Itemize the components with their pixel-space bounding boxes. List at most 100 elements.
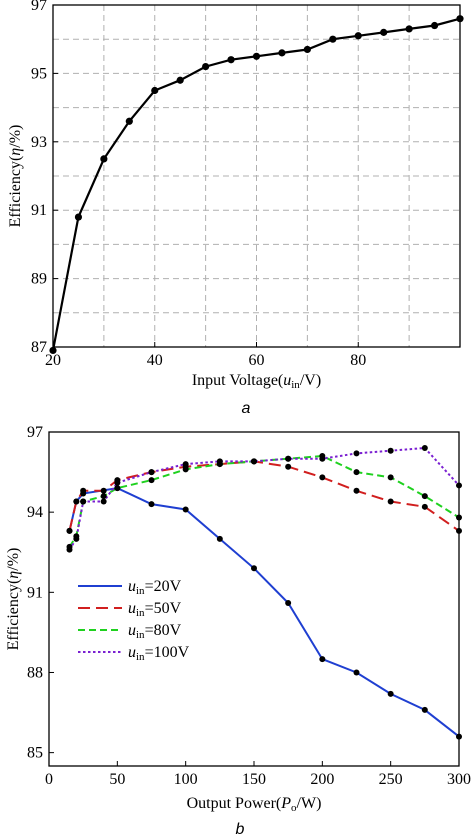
chart-b: 0 50 100 150 200 250 300 85 88 91 94 97 uin=20V uin=5… [5,424,471,838]
data-point [148,477,155,484]
data-point [456,733,462,740]
data-point [66,546,73,553]
data-point [100,155,108,163]
x-tick-label: 300 [447,771,471,788]
data-point [353,469,360,476]
y-tick-label: 91 [31,202,47,219]
legend: uin=20V uin=50V uin=80V uin=100V [78,578,190,663]
data-point [100,493,107,500]
data-point [456,527,462,534]
data-point [80,487,87,494]
legend-label: uin=50V [128,600,182,619]
data-point [278,49,286,57]
x-axis-label: Input Voltage(uin/V) [192,372,321,391]
data-point [100,498,107,505]
y-tick-label: 91 [27,584,43,601]
y-tick-label: 95 [31,65,47,82]
figure-caption-b: b [236,821,245,838]
data-point [329,35,337,43]
data-point [387,498,394,505]
data-point [421,503,428,510]
data-point [216,458,223,465]
data-point [353,669,360,676]
data-point [303,45,311,54]
data-point [227,56,235,64]
legend-label: uin=80V [128,622,182,641]
data-point [125,117,133,125]
legend-label: uin=20V [128,578,182,597]
data-point [421,493,428,500]
x-tick-label: 150 [242,771,266,788]
series-line-2 [68,454,460,548]
y-axis-label: Efficiency(η/%) [7,125,24,228]
data-point [216,535,223,542]
y-tick-label: 93 [31,134,47,151]
data-point [151,86,159,95]
data-point [74,213,83,221]
data-point [202,62,210,71]
data-point [285,600,292,607]
y-tick-label: 89 [31,271,47,288]
data-point [387,474,394,481]
data-point [353,450,360,457]
plot-frame [48,431,460,767]
y-tick-label: 94 [27,504,43,521]
x-tick-label: 0 [45,771,53,788]
data-point [421,445,428,452]
data-point [251,565,257,572]
data-point [49,346,57,355]
data-point [387,690,394,697]
x-tick-label: 250 [379,771,403,788]
data-point [182,506,189,513]
data-point [405,25,413,33]
y-tick-label: 97 [27,424,43,441]
series-line-0 [68,487,460,738]
data-point [353,487,360,494]
data-point [148,501,155,508]
data-point [148,469,155,476]
data-point [80,498,87,505]
data-point [430,21,439,30]
x-tick-label: 50 [109,771,125,788]
data-point [182,466,189,473]
data-point [319,455,326,462]
data-point [100,487,107,494]
data-point [456,514,462,521]
x-tick-label: 60 [249,352,265,369]
data-point [251,458,257,465]
x-tick-label: 100 [174,771,198,788]
x-axis-label: Output Power(Po/W) [187,795,322,814]
data-point [319,474,326,481]
data-point [354,32,362,40]
data-point [182,461,189,468]
y-tick-label: 85 [27,745,43,762]
data-point [114,479,121,486]
data-point [252,52,261,60]
x-tick-label: 40 [147,352,163,369]
figure-caption-a: a [242,400,251,417]
data-point [285,455,292,462]
x-tick-label: 80 [350,352,366,369]
y-axis-label: Efficiency(η/%) [5,548,22,651]
x-tick-label: 20 [45,352,61,369]
data-point [456,15,464,23]
data-point [73,535,80,542]
y-tick-label: 88 [27,664,43,681]
x-tick-label: 200 [310,771,334,788]
data-point [285,463,292,470]
data-point [66,527,73,534]
series-line-3 [68,446,460,551]
series-line-1 [68,460,460,532]
legend-label: uin=100V [128,644,190,663]
data-point [319,656,326,663]
data-point [456,482,462,489]
data-point [176,76,184,84]
data-point [421,706,428,713]
data-point [387,447,394,454]
data-point [73,498,80,505]
chart-a: 20 40 60 80 87 89 91 93 95 97 Input Voltage(uin/V)… [7,0,464,417]
y-tick-label: 87 [31,339,47,356]
data-point [114,485,121,492]
data-point [380,28,388,36]
